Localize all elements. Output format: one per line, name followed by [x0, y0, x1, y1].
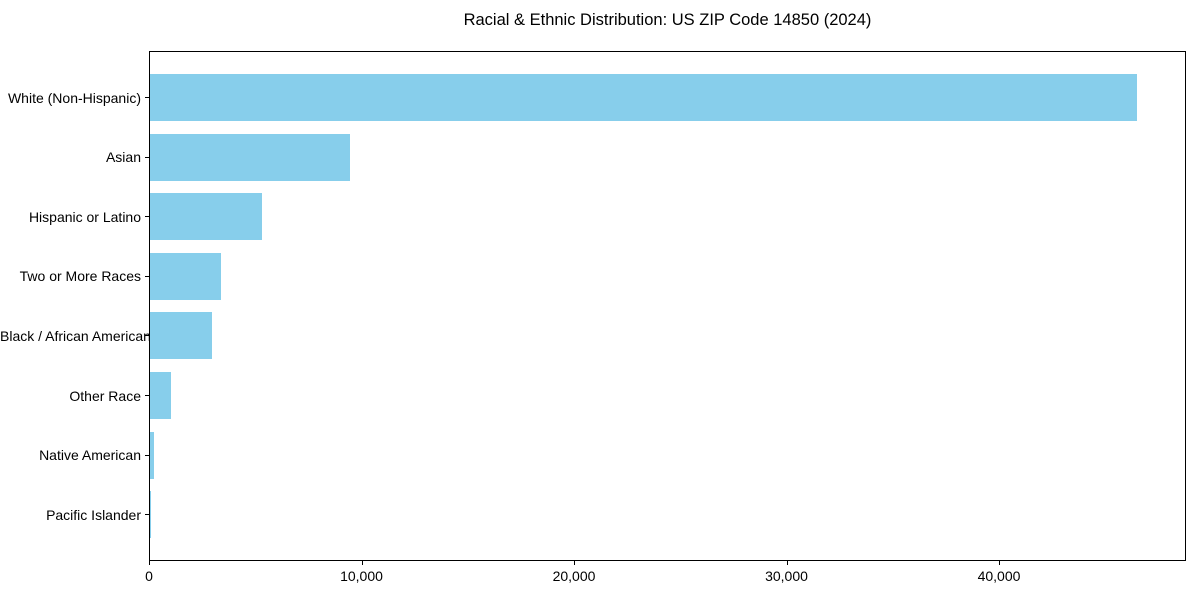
bar-white-non-hispanic	[150, 74, 1138, 121]
x-tick-label: 0	[145, 568, 153, 584]
y-tick-mark	[145, 454, 149, 456]
y-category-label: Hispanic or Latino	[28, 208, 141, 225]
chart-title: Racial & Ethnic Distribution: US ZIP Cod…	[463, 11, 872, 29]
bar-black-african-american	[150, 312, 213, 360]
y-tick-mark	[145, 275, 149, 277]
y-category-label: Native American	[39, 447, 141, 464]
x-tick-mark	[149, 561, 150, 565]
plot-area	[149, 51, 1186, 561]
x-tick-label: 10,000	[340, 568, 383, 584]
bar-two-or-more-races	[150, 252, 221, 300]
y-tick-mark	[145, 395, 149, 396]
y-category-label: Asian	[105, 149, 141, 166]
y-category-label: Black / African American	[0, 327, 151, 344]
x-tick-mark	[574, 561, 575, 565]
x-tick-mark	[361, 561, 363, 565]
y-category-label: Two or More Races	[19, 268, 141, 285]
y-tick-mark	[145, 97, 149, 98]
bar-other-race	[150, 372, 172, 419]
bar-hispanic-or-latino	[150, 193, 262, 241]
x-tick-label: 40,000	[977, 568, 1021, 584]
y-tick-mark	[145, 156, 149, 158]
y-category-label: White (Non-Hispanic)	[7, 89, 141, 106]
y-tick-mark	[145, 216, 149, 218]
x-tick-label: 20,000	[552, 568, 596, 584]
bar-native-american	[150, 431, 154, 479]
y-category-label: Other Race	[69, 387, 141, 404]
x-tick-mark	[999, 561, 1000, 565]
y-tick-mark	[145, 514, 149, 516]
x-tick-mark	[786, 561, 788, 565]
x-tick-label: 30,000	[765, 568, 808, 584]
y-tick-mark	[145, 335, 149, 337]
bar-asian	[150, 133, 351, 181]
y-category-label: Pacific Islander	[46, 506, 141, 523]
